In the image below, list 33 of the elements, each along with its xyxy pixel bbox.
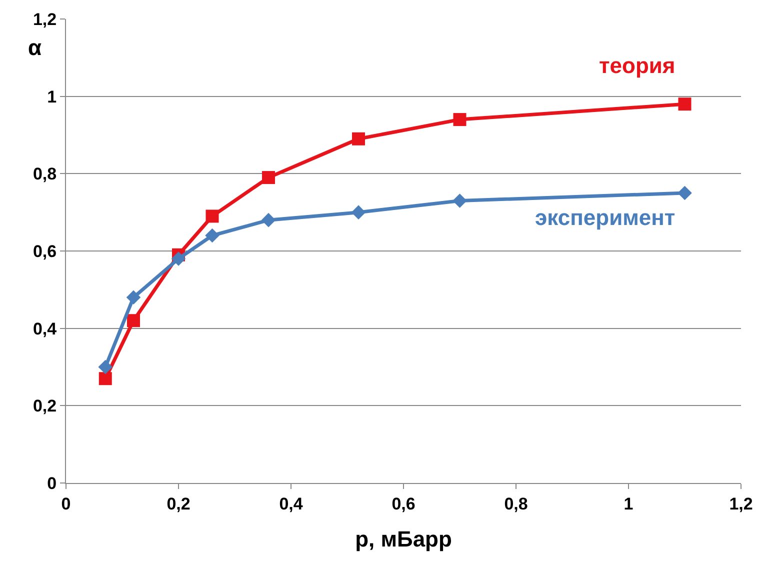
point (452, 194, 467, 208)
point (352, 132, 365, 146)
point (262, 171, 275, 184)
y-axis-title: α (28, 35, 42, 60)
point (206, 210, 219, 223)
x-axis-title: p, мБарр (355, 526, 452, 552)
point (453, 113, 466, 126)
point (261, 212, 276, 228)
x-tick-label: 1 (624, 494, 634, 514)
point (98, 360, 113, 374)
point (205, 228, 220, 243)
x-tick-label: 0,8 (504, 494, 528, 514)
point (126, 290, 141, 305)
point (127, 314, 140, 328)
y-tick-label: 0,4 (32, 319, 58, 338)
x-tick-label: 0,6 (392, 494, 416, 514)
y-tick-label: 0,6 (32, 242, 57, 261)
y-tick-label: 1 (47, 87, 57, 106)
x-tick-label: 0 (61, 494, 71, 514)
point (171, 252, 186, 266)
point (678, 186, 692, 200)
y-tick-label: 0,2 (32, 396, 57, 416)
point (351, 205, 366, 220)
series-label: эксперимент (535, 205, 676, 230)
series-label: теория (599, 53, 676, 78)
point (678, 98, 692, 111)
y-tick-label: 1,2 (32, 10, 57, 29)
point (98, 372, 112, 386)
x-tick-label: 1,2 (729, 494, 753, 514)
y-tick-label: 0,8 (32, 164, 57, 184)
x-tick-label: 0,4 (279, 494, 304, 514)
y-tick-label: 0 (47, 474, 57, 493)
x-tick-label: 0,2 (166, 494, 190, 514)
